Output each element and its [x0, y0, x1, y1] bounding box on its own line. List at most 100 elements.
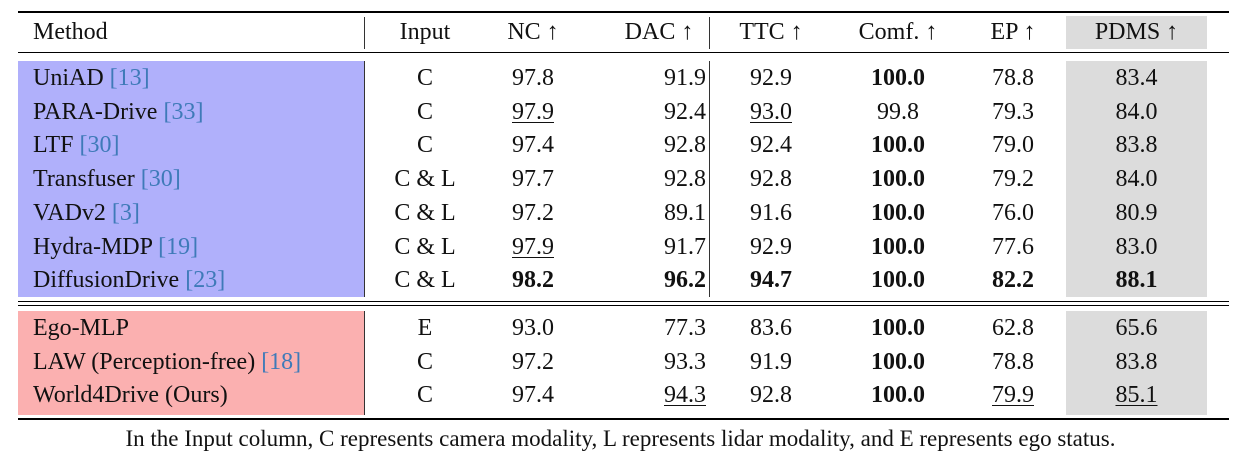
dac-cell: 91.7 [664, 233, 706, 260]
comf-cell: 100.0 [871, 267, 925, 294]
ep-cell: 78.8 [992, 348, 1034, 375]
ep-cell: 76.0 [992, 199, 1034, 226]
input-cell: C & L [394, 199, 456, 226]
method-name: World4Drive (Ours) [33, 382, 228, 409]
method-cell: DiffusionDrive [23] [33, 263, 225, 297]
dac-cell: 92.8 [664, 132, 706, 159]
input-cell: C & L [394, 166, 456, 193]
table-row: UniAD [13] C 97.8 91.9 92.9 100.0 78.8 83.4 [0, 61, 1241, 95]
method-name: Transfuser [33, 166, 135, 193]
dac-cell: 89.1 [664, 199, 706, 226]
input-cell: C [416, 382, 433, 409]
method-cell: VADv2 [3] [33, 196, 140, 230]
method-cell: Transfuser [30] [33, 162, 181, 196]
pdms-cell: 88.1 [1115, 267, 1158, 294]
group-b-background [18, 311, 364, 415]
method-cell: Hydra-MDP [19] [33, 230, 198, 264]
table-row: PARA-Drive [33] C 97.9 92.4 93.0 99.8 79.3 84.0 [0, 95, 1241, 129]
method-input-separator [364, 17, 365, 49]
header-pdms: PDMS ↑ [1094, 19, 1179, 45]
pdms-cell: 84.0 [1115, 166, 1158, 193]
pdms-cell: 83.4 [1115, 65, 1158, 91]
dac-cell: 93.3 [664, 348, 706, 375]
ttc-cell: 92.9 [750, 233, 792, 260]
nc-value: 97.9 [512, 233, 554, 260]
citation-link[interactable]: [3] [111, 199, 140, 226]
table-row: VADv2 [3] C & L 97.2 89.1 91.6 100.0 76.0 80.9 [0, 196, 1241, 230]
ttc-cell: 91.9 [750, 348, 792, 375]
citation-link[interactable]: [30] [79, 132, 120, 159]
citation-link[interactable]: [30] [140, 166, 181, 193]
method-cell: Ego-MLP [33, 311, 129, 345]
input-cell: C [416, 132, 433, 159]
input-cell: C & L [394, 267, 456, 294]
header-nc: NC ↑ [507, 19, 559, 45]
method-name: LTF [33, 132, 74, 159]
header-row: Method Input NC ↑ DAC ↑ TTC ↑ Comf. ↑ EP… [0, 15, 1241, 49]
comf-cell: 100.0 [871, 199, 925, 226]
method-name: DiffusionDrive [33, 267, 180, 294]
header-ttc: TTC ↑ [739, 19, 803, 45]
table-row: DiffusionDrive [23] C & L 98.2 96.2 94.7 100.… [0, 263, 1241, 297]
ep-cell: 82.2 [992, 267, 1034, 294]
dac-value: 94.3 [664, 382, 706, 409]
method-input-separator-b [364, 311, 365, 415]
nc-cell: 97.9 [480, 230, 586, 264]
pdms-cell: 84.0 [1115, 98, 1158, 125]
table-row: LAW (Perception-free) [18] C 97.2 93.3 91.9 1… [0, 345, 1241, 379]
nc-cell: 97.7 [512, 166, 554, 193]
ttc-cell: 93.0 [714, 95, 828, 129]
nc-value: 97.9 [512, 98, 554, 125]
pdms-cell: 83.8 [1115, 348, 1158, 375]
ep-cell: 79.2 [992, 166, 1034, 193]
nc-cell: 98.2 [512, 267, 554, 294]
ttc-cell: 92.8 [750, 382, 792, 409]
dac-ttc-separator-a [709, 61, 710, 297]
ep-cell: 79.9 [960, 378, 1066, 412]
dac-cell: 94.3 [586, 378, 706, 412]
method-name: PARA-Drive [33, 98, 158, 125]
bottom-rule [18, 418, 1229, 420]
header-rule [18, 52, 1229, 53]
group-b-pdms-background [1066, 311, 1207, 415]
pdms-value: 85.1 [1115, 382, 1158, 409]
header-method: Method [33, 19, 108, 45]
input-cell: E [417, 315, 433, 341]
nc-cell: 97.4 [512, 382, 554, 409]
comf-cell: 99.8 [877, 98, 919, 125]
ep-cell: 79.0 [992, 132, 1034, 159]
comf-cell: 100.0 [871, 132, 925, 159]
ttc-cell: 92.8 [750, 166, 792, 193]
ep-cell: 78.8 [992, 65, 1034, 91]
group-a-background [18, 61, 364, 297]
method-cell: UniAD [13] [33, 61, 150, 95]
input-cell: C [416, 348, 433, 375]
method-cell: PARA-Drive [33] [33, 95, 203, 129]
citation-link[interactable]: [18] [261, 348, 302, 375]
nc-cell: 97.2 [512, 199, 554, 226]
table-row: Transfuser [30] C & L 97.7 92.8 92.8 100.0 79.… [0, 162, 1241, 196]
pdms-cell: 83.0 [1115, 233, 1158, 260]
table-row: World4Drive (Ours) C 97.4 94.3 92.8 100.0 79.9… [0, 378, 1241, 412]
method-name: Hydra-MDP [33, 233, 153, 260]
table-row: Hydra-MDP [19] C & L 97.9 91.7 92.9 100.0 77.6… [0, 230, 1241, 264]
header-comf: Comf. ↑ [858, 19, 938, 45]
header-ep: EP ↑ [990, 19, 1036, 45]
table-row: Ego-MLP E 93.0 77.3 83.6 100.0 62.8 65.6 [0, 311, 1241, 345]
nc-cell: 97.9 [480, 95, 586, 129]
citation-link[interactable]: [19] [158, 233, 199, 260]
group-a-pdms-background [1066, 61, 1207, 297]
method-input-separator-a [364, 61, 365, 297]
method-cell: World4Drive (Ours) [33, 378, 228, 412]
ep-cell: 79.3 [992, 98, 1034, 125]
ttc-cell: 94.7 [750, 267, 792, 294]
dac-cell: 92.8 [664, 166, 706, 193]
citation-link[interactable]: [23] [185, 267, 226, 294]
pdms-cell: 83.8 [1115, 132, 1158, 159]
method-name: VADv2 [33, 199, 106, 226]
citation-link[interactable]: [33] [163, 98, 204, 125]
citation-link[interactable]: [13] [109, 65, 150, 91]
header-dac: DAC ↑ [624, 19, 694, 45]
dac-cell: 91.9 [664, 65, 706, 91]
